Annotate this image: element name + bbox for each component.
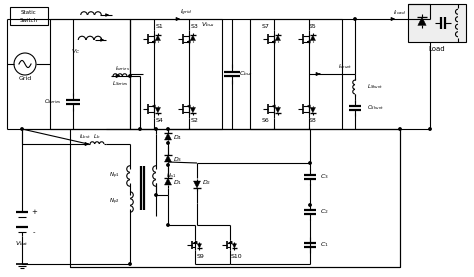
Circle shape [167,142,169,144]
Polygon shape [155,107,161,113]
Text: +: + [31,209,37,215]
Circle shape [167,164,169,166]
Text: $V_C$: $V_C$ [72,48,81,57]
Text: $L_b$: $L_b$ [93,133,100,142]
Bar [50,19,130,129]
Text: Grid: Grid [18,76,32,81]
Bar [408,4,466,42]
Polygon shape [190,107,195,113]
Circle shape [309,204,311,206]
Polygon shape [164,155,172,162]
Text: $I_{grid}$: $I_{grid}$ [180,8,192,18]
Circle shape [129,263,131,265]
Text: S6: S6 [262,119,270,124]
Text: $D_2$: $D_2$ [202,179,211,188]
Circle shape [139,128,141,130]
Circle shape [399,128,401,130]
Bar [130,19,222,129]
Bar [70,129,400,267]
Text: S1: S1 [156,24,164,29]
Polygon shape [275,107,281,113]
Circle shape [155,194,157,196]
Polygon shape [275,35,281,40]
Text: $L_{Shunt}$: $L_{Shunt}$ [367,83,383,91]
Polygon shape [190,35,195,40]
Polygon shape [418,17,426,25]
Text: $D_1$: $D_1$ [173,179,182,188]
Polygon shape [164,178,172,185]
Text: $N_{p2}$: $N_{p2}$ [109,197,120,207]
Text: $I_{series}$: $I_{series}$ [115,65,129,73]
Circle shape [429,128,431,130]
Polygon shape [232,244,237,248]
Text: $C_2$: $C_2$ [319,207,328,216]
Text: $V_{bat}$: $V_{bat}$ [15,240,29,248]
Text: $L_{Series}$: $L_{Series}$ [111,79,128,88]
Circle shape [167,224,169,226]
Text: S10: S10 [230,255,242,260]
Circle shape [155,128,157,130]
Circle shape [129,75,131,77]
Circle shape [167,128,169,130]
Polygon shape [155,35,161,40]
Text: $I_{load}$: $I_{load}$ [393,9,407,17]
Text: $C_{Shunt}$: $C_{Shunt}$ [367,104,384,112]
Text: S4: S4 [156,119,164,124]
Circle shape [21,128,23,130]
Text: $I_{Lbst}$: $I_{Lbst}$ [79,133,91,142]
Bar [250,19,342,129]
Text: $D_4$: $D_4$ [173,134,182,142]
Text: S8: S8 [309,119,317,124]
Polygon shape [193,181,201,188]
Text: $N_{s1}$: $N_{s1}$ [166,171,176,180]
Text: $C_{bus}$: $C_{bus}$ [239,70,253,78]
Text: $C_{Series}$: $C_{Series}$ [45,98,62,106]
Text: S5: S5 [309,24,317,29]
Circle shape [354,18,356,20]
Text: $D_3$: $D_3$ [173,156,182,165]
Text: Static: Static [21,9,37,14]
Circle shape [309,162,311,164]
Bar [10,7,48,25]
Text: Switch: Switch [20,17,38,22]
Text: -: - [33,229,35,235]
Text: S7: S7 [262,24,270,29]
Text: $I_{shunt}$: $I_{shunt}$ [337,63,352,71]
Text: S9: S9 [197,255,205,260]
Polygon shape [197,244,201,248]
Text: $C_1$: $C_1$ [319,240,328,250]
Polygon shape [310,107,316,113]
Polygon shape [164,133,172,140]
Text: S2: S2 [191,119,199,124]
Text: $C_3$: $C_3$ [319,173,328,181]
Text: $N_{p1}$: $N_{p1}$ [109,171,120,181]
Text: Load: Load [428,46,445,52]
Polygon shape [310,35,316,40]
Text: $V_{bus}$: $V_{bus}$ [201,20,215,29]
Text: S3: S3 [191,24,199,29]
